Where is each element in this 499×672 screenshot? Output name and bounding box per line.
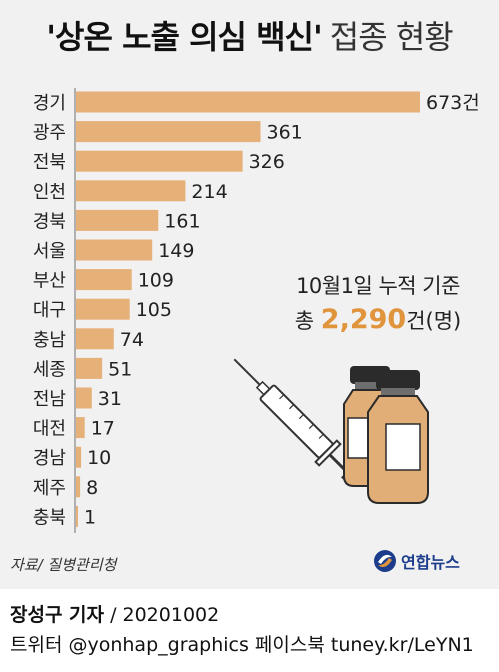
publisher-logo: 연합뉴스 (372, 548, 460, 574)
category-label: 서울 (33, 241, 66, 262)
category-label: 제주 (33, 478, 66, 499)
bar-13 (76, 476, 81, 498)
category-label: 경북 (33, 211, 66, 232)
value-label: 8 (86, 477, 98, 499)
bar-11 (76, 417, 85, 439)
value-label: 105 (136, 299, 172, 321)
bar-1 (76, 121, 261, 143)
total-value: 2,290 (320, 304, 407, 335)
footer-credit: 장성구 기자 / 20201002 (10, 600, 219, 627)
category-label: 경남 (33, 448, 66, 469)
note-total: 총 2,290건(명) (268, 304, 488, 335)
source-label: 자료/ 질병관리청 (10, 556, 117, 574)
value-label: 361 (267, 122, 303, 144)
vaccine-vial-icon (367, 370, 429, 504)
bar-0 (76, 91, 420, 113)
value-label: 149 (158, 240, 194, 262)
bar-4 (76, 209, 159, 231)
footer-sns: 트위터 @yonhap_graphics 페이스북 tuney.kr/LeYN1 (10, 634, 474, 656)
value-label: 74 (120, 329, 144, 351)
value-label: 10 (87, 447, 111, 469)
bar-7 (76, 298, 130, 320)
publish-date: / 20201002 (110, 604, 220, 626)
bars-group (76, 91, 420, 527)
bar-3 (76, 180, 186, 202)
chart-title: '상온 노출 의심 백신' 접종 현황 (0, 12, 499, 58)
value-label: 161 (164, 210, 200, 232)
logo-label: 연합뉴스 (401, 553, 460, 572)
value-label: 673건 (426, 92, 480, 114)
category-label: 전북 (33, 152, 66, 173)
category-label: 대전 (33, 419, 66, 440)
category-label: 대구 (33, 300, 66, 321)
total-prefix: 총 (294, 309, 315, 333)
bar-12 (76, 446, 82, 468)
category-label: 세종 (33, 359, 66, 380)
bar-2 (76, 150, 243, 172)
category-label: 인천 (33, 182, 66, 203)
value-label: 326 (249, 151, 285, 173)
total-suffix: 건(명) (406, 309, 462, 333)
bar-10 (76, 387, 92, 409)
category-label: 광주 (33, 123, 66, 144)
value-label: 17 (91, 418, 115, 440)
yonhap-logo-icon (374, 550, 396, 572)
category-label: 전남 (33, 389, 66, 410)
title-main: '상온 노출 의심 백신' (46, 18, 323, 56)
value-label: 31 (98, 388, 122, 410)
bar-6 (76, 269, 132, 291)
reporter-name: 장성구 기자 (10, 604, 105, 626)
category-label: 충남 (33, 330, 66, 351)
title-sub: 접종 현황 (329, 18, 454, 56)
bar-8 (76, 328, 114, 350)
value-label: 51 (108, 358, 132, 380)
bar-14 (76, 505, 78, 527)
value-label: 1 (84, 506, 96, 528)
syringe-icon (233, 358, 360, 485)
bar-9 (76, 357, 103, 379)
bar-5 (76, 239, 153, 261)
category-label: 부산 (33, 271, 66, 292)
category-label: 경기 (33, 93, 66, 114)
value-label: 214 (191, 181, 227, 203)
value-label: 109 (138, 270, 174, 292)
category-label: 충북 (33, 507, 66, 528)
note-date: 10월1일 누적 기준 (296, 274, 460, 298)
